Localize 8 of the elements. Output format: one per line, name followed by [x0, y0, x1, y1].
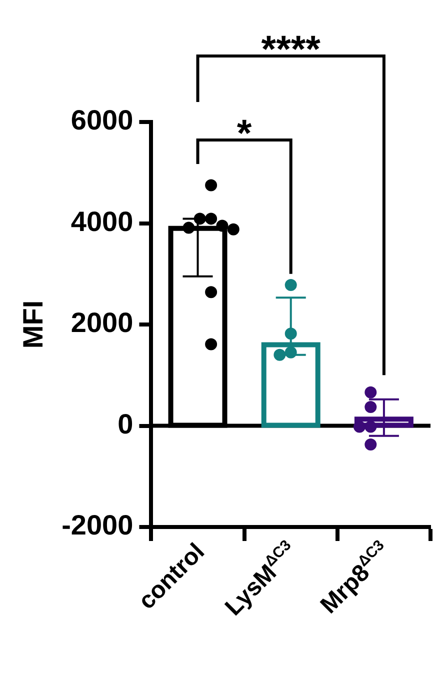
y-tick-label: 2000	[70, 307, 134, 338]
y-tick-label: 6000	[70, 104, 134, 136]
y-tick-label: 0	[118, 408, 134, 440]
text: ****	[261, 29, 321, 71]
annotation: *	[236, 113, 252, 155]
y-tick-label: -2000	[62, 510, 134, 541]
y-tick-label: 4000	[70, 206, 134, 237]
y-axis-title: MFI	[18, 300, 49, 349]
